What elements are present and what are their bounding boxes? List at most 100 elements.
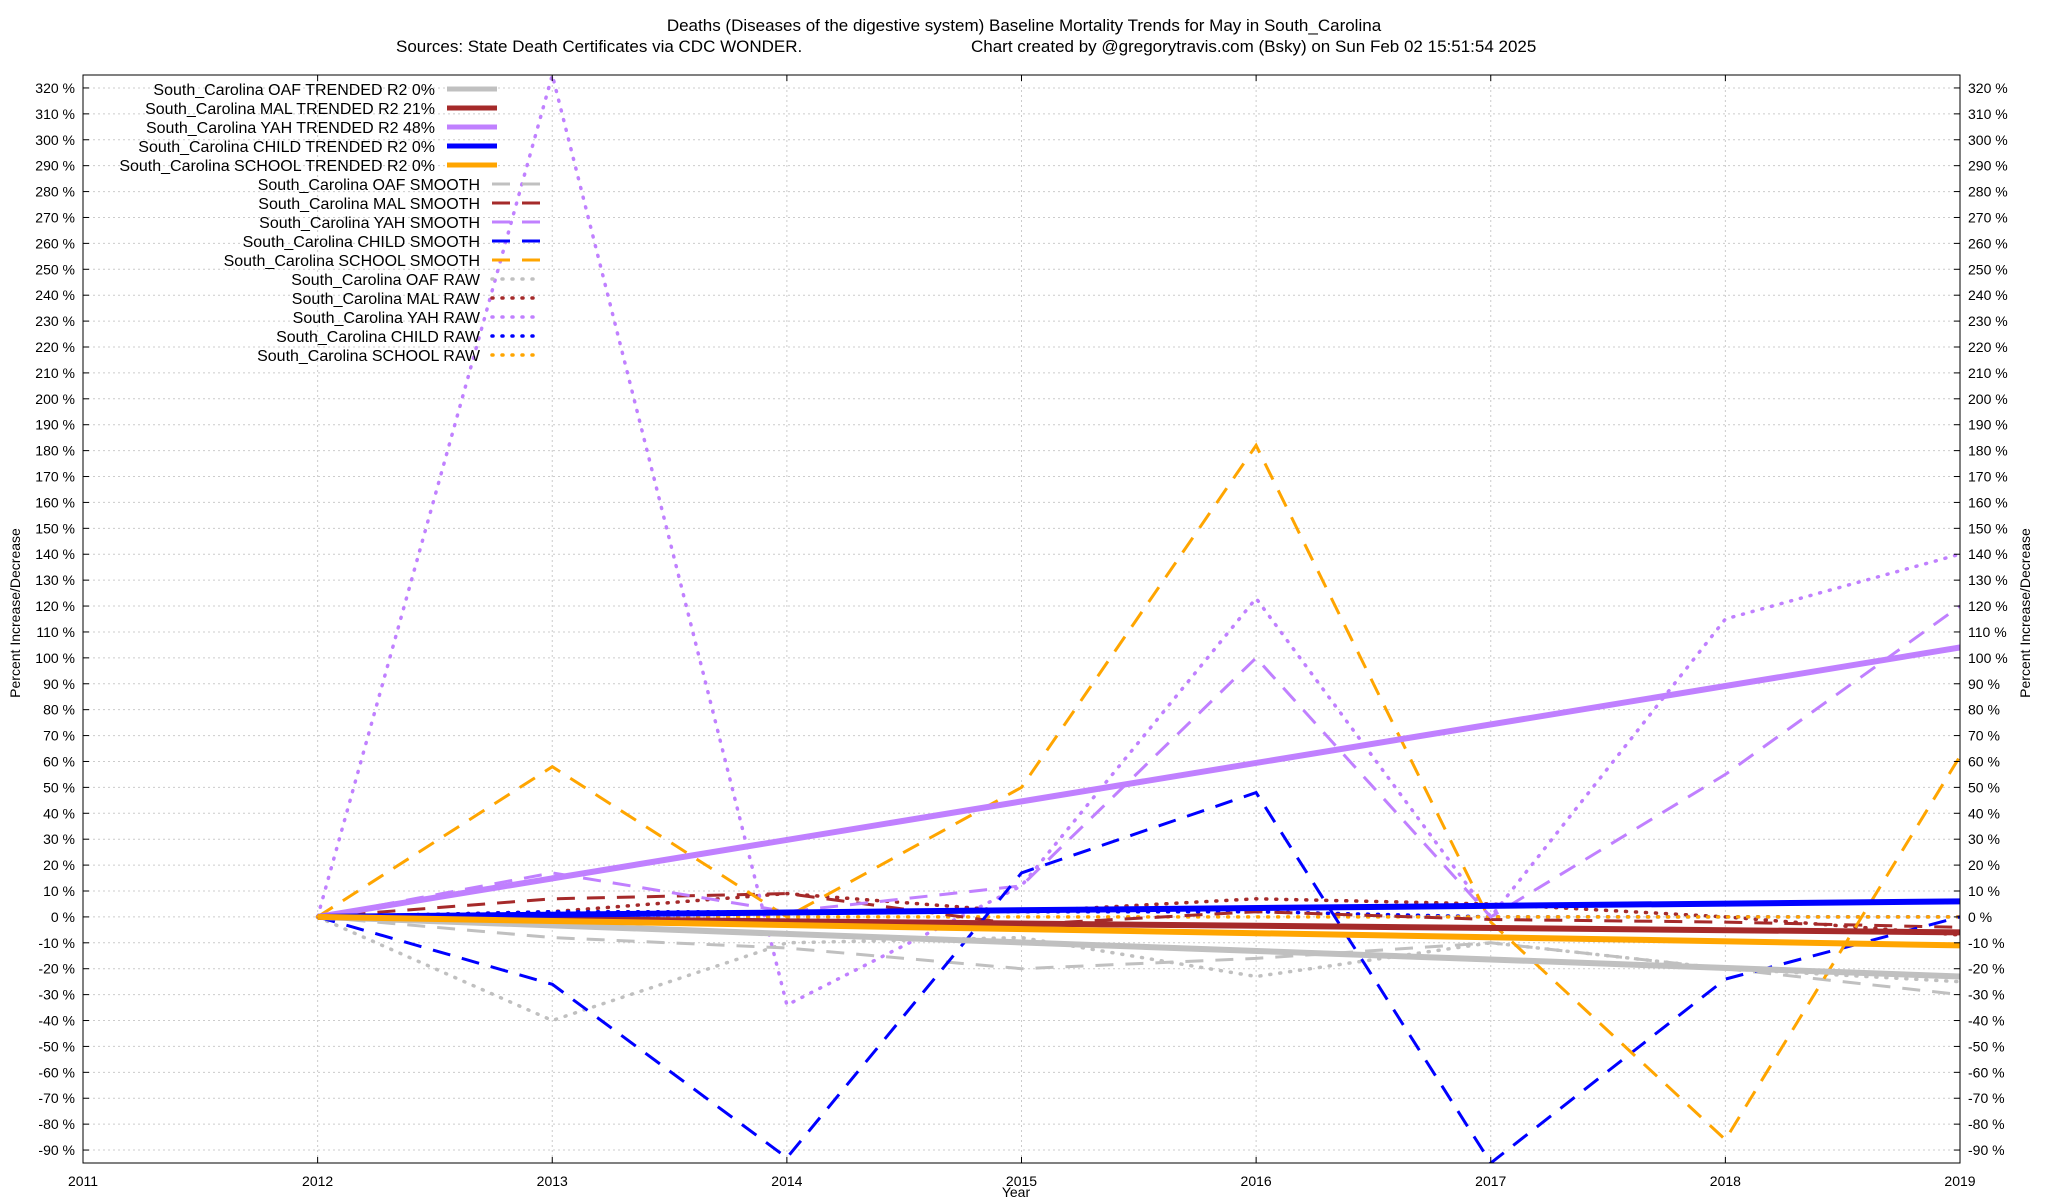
x-tick-label: 2016 bbox=[1241, 1173, 1272, 1189]
y-tick-label: -50 % bbox=[38, 1038, 75, 1054]
x-tick-label: 2015 bbox=[1006, 1173, 1037, 1189]
y-tick-label: 310 % bbox=[35, 106, 75, 122]
y-tick-label-right: 310 % bbox=[1968, 106, 2008, 122]
y-tick-label: 260 % bbox=[35, 235, 75, 251]
series-line-child-smooth bbox=[317, 790, 1960, 1163]
y-tick-label-right: 180 % bbox=[1968, 443, 2008, 459]
y-tick-label: 300 % bbox=[35, 132, 75, 148]
y-tick-label: 180 % bbox=[35, 443, 75, 459]
y-tick-label-right: -60 % bbox=[1968, 1064, 2005, 1080]
y-tick-label: 210 % bbox=[35, 365, 75, 381]
y-tick-label: 230 % bbox=[35, 313, 75, 329]
series-line-school-smooth bbox=[316, 442, 1960, 1143]
legend-label: South_Carolina SCHOOL SMOOTH bbox=[224, 253, 480, 270]
legend-label: South_Carolina YAH RAW bbox=[293, 310, 481, 327]
legend-label: South_Carolina MAL TRENDED R2 21% bbox=[145, 101, 435, 118]
y-tick-label: 190 % bbox=[35, 417, 75, 433]
y-tick-label-right: 190 % bbox=[1968, 417, 2008, 433]
axes: -90 % -90 % -80 % -80 % -70 % -70 % -60 % -60 %… bbox=[35, 75, 2008, 1189]
y-tick-label-right: 40 % bbox=[1968, 805, 2000, 821]
y-tick-label-right: 320 % bbox=[1968, 80, 2008, 96]
y-tick-label-right: 60 % bbox=[1968, 753, 2000, 769]
legend-label: South_Carolina YAH SMOOTH bbox=[259, 215, 480, 232]
y-tick-label: 270 % bbox=[35, 209, 75, 225]
series-line-mal-raw bbox=[315, 891, 1960, 937]
y-tick-label-right: 0 % bbox=[1968, 909, 1992, 925]
y-tick-label-right: 240 % bbox=[1968, 287, 2008, 303]
y-tick-label: 170 % bbox=[35, 469, 75, 485]
y-tick-label: 90 % bbox=[43, 676, 75, 692]
series-line-yah-raw bbox=[315, 75, 1960, 1008]
y-tick-label: 50 % bbox=[43, 779, 75, 795]
series-line-oaf-smooth bbox=[317, 915, 1960, 997]
legend-label: South_Carolina CHILD TRENDED R2 0% bbox=[138, 139, 435, 156]
y-tick-label: 150 % bbox=[35, 520, 75, 536]
y-tick-label-right: -40 % bbox=[1968, 1013, 2005, 1029]
x-tick-label: 2018 bbox=[1710, 1173, 1741, 1189]
y-tick-label-right: 10 % bbox=[1968, 883, 2000, 899]
y-tick-label: -90 % bbox=[38, 1142, 75, 1158]
y-tick-label: 290 % bbox=[35, 158, 75, 174]
legend: South_Carolina OAF TRENDED R2 0% South_Ca… bbox=[119, 82, 544, 365]
y-tick-label-right: 230 % bbox=[1968, 313, 2008, 329]
y-tick-label-right: -30 % bbox=[1968, 987, 2005, 1003]
y-tick-label: 130 % bbox=[35, 572, 75, 588]
series-line-mal-smooth bbox=[317, 892, 1960, 929]
y-tick-label-right: 250 % bbox=[1968, 261, 2008, 277]
y-tick-label-right: 130 % bbox=[1968, 572, 2008, 588]
y-tick-label: 200 % bbox=[35, 391, 75, 407]
x-tick-label: 2012 bbox=[302, 1173, 333, 1189]
y-tick-label-right: 20 % bbox=[1968, 857, 2000, 873]
y-tick-label-right: 100 % bbox=[1968, 650, 2008, 666]
chart-title: Deaths (Diseases of the digestive system… bbox=[667, 16, 1382, 35]
y-tick-label: -70 % bbox=[38, 1090, 75, 1106]
y-tick-label-right: 270 % bbox=[1968, 209, 2008, 225]
y-tick-label: 70 % bbox=[43, 728, 75, 744]
legend-label: South_Carolina CHILD SMOOTH bbox=[243, 234, 480, 251]
y-tick-label: 10 % bbox=[43, 883, 75, 899]
y-tick-label-right: 80 % bbox=[1968, 702, 2000, 718]
x-tick-label: 2019 bbox=[1944, 1173, 1975, 1189]
y-tick-label-right: -90 % bbox=[1968, 1142, 2005, 1158]
y-tick-label: 250 % bbox=[35, 261, 75, 277]
y-tick-label: -20 % bbox=[38, 961, 75, 977]
y-tick-label-right: -80 % bbox=[1968, 1116, 2005, 1132]
x-tick-label: 2013 bbox=[537, 1173, 568, 1189]
y-tick-label: 40 % bbox=[43, 805, 75, 821]
x-tick-label: 2014 bbox=[771, 1173, 802, 1189]
y-tick-label-right: 280 % bbox=[1968, 184, 2008, 200]
series-line-child-trend bbox=[317, 898, 1960, 920]
legend-label: South_Carolina OAF RAW bbox=[291, 272, 481, 289]
y-tick-label-right: 200 % bbox=[1968, 391, 2008, 407]
legend-label: South_Carolina SCHOOL RAW bbox=[257, 348, 481, 365]
y-tick-label: -60 % bbox=[38, 1064, 75, 1080]
y-tick-label-right: 170 % bbox=[1968, 469, 2008, 485]
y-tick-label-right: 140 % bbox=[1968, 546, 2008, 562]
y-tick-label: -40 % bbox=[38, 1013, 75, 1029]
y-tick-label-right: 290 % bbox=[1968, 158, 2008, 174]
y-tick-label-right: 30 % bbox=[1968, 831, 2000, 847]
x-axis-label: Year bbox=[1002, 1184, 1031, 1200]
legend-label: South_Carolina OAF TRENDED R2 0% bbox=[153, 82, 435, 99]
x-tick-label: 2011 bbox=[68, 1173, 98, 1189]
y-tick-label-right: -10 % bbox=[1968, 935, 2005, 951]
legend-label: South_Carolina MAL SMOOTH bbox=[258, 196, 480, 213]
y-axis-label-left: Percent Increase/Decrease bbox=[7, 528, 23, 698]
y-tick-label-right: 300 % bbox=[1968, 132, 2008, 148]
y-tick-label-right: 260 % bbox=[1968, 235, 2008, 251]
legend-label: South_Carolina OAF SMOOTH bbox=[258, 177, 480, 194]
legend-label: South_Carolina YAH TRENDED R2 48% bbox=[146, 120, 435, 137]
y-tick-label: -30 % bbox=[38, 987, 75, 1003]
legend-label: South_Carolina MAL RAW bbox=[292, 291, 481, 308]
y-tick-label: 240 % bbox=[35, 287, 75, 303]
y-tick-label-right: -50 % bbox=[1968, 1038, 2005, 1054]
chart-credit: Chart created by @gregorytravis.com (Bsk… bbox=[971, 37, 1536, 56]
series-line-school-trend bbox=[317, 913, 1960, 949]
y-tick-label: 140 % bbox=[35, 546, 75, 562]
y-tick-label: 110 % bbox=[36, 624, 75, 640]
y-tick-label-right: 120 % bbox=[1968, 598, 2008, 614]
series-lines bbox=[315, 75, 1960, 1163]
y-tick-label: 60 % bbox=[43, 753, 75, 769]
series-line-oaf-trend bbox=[317, 913, 1960, 980]
